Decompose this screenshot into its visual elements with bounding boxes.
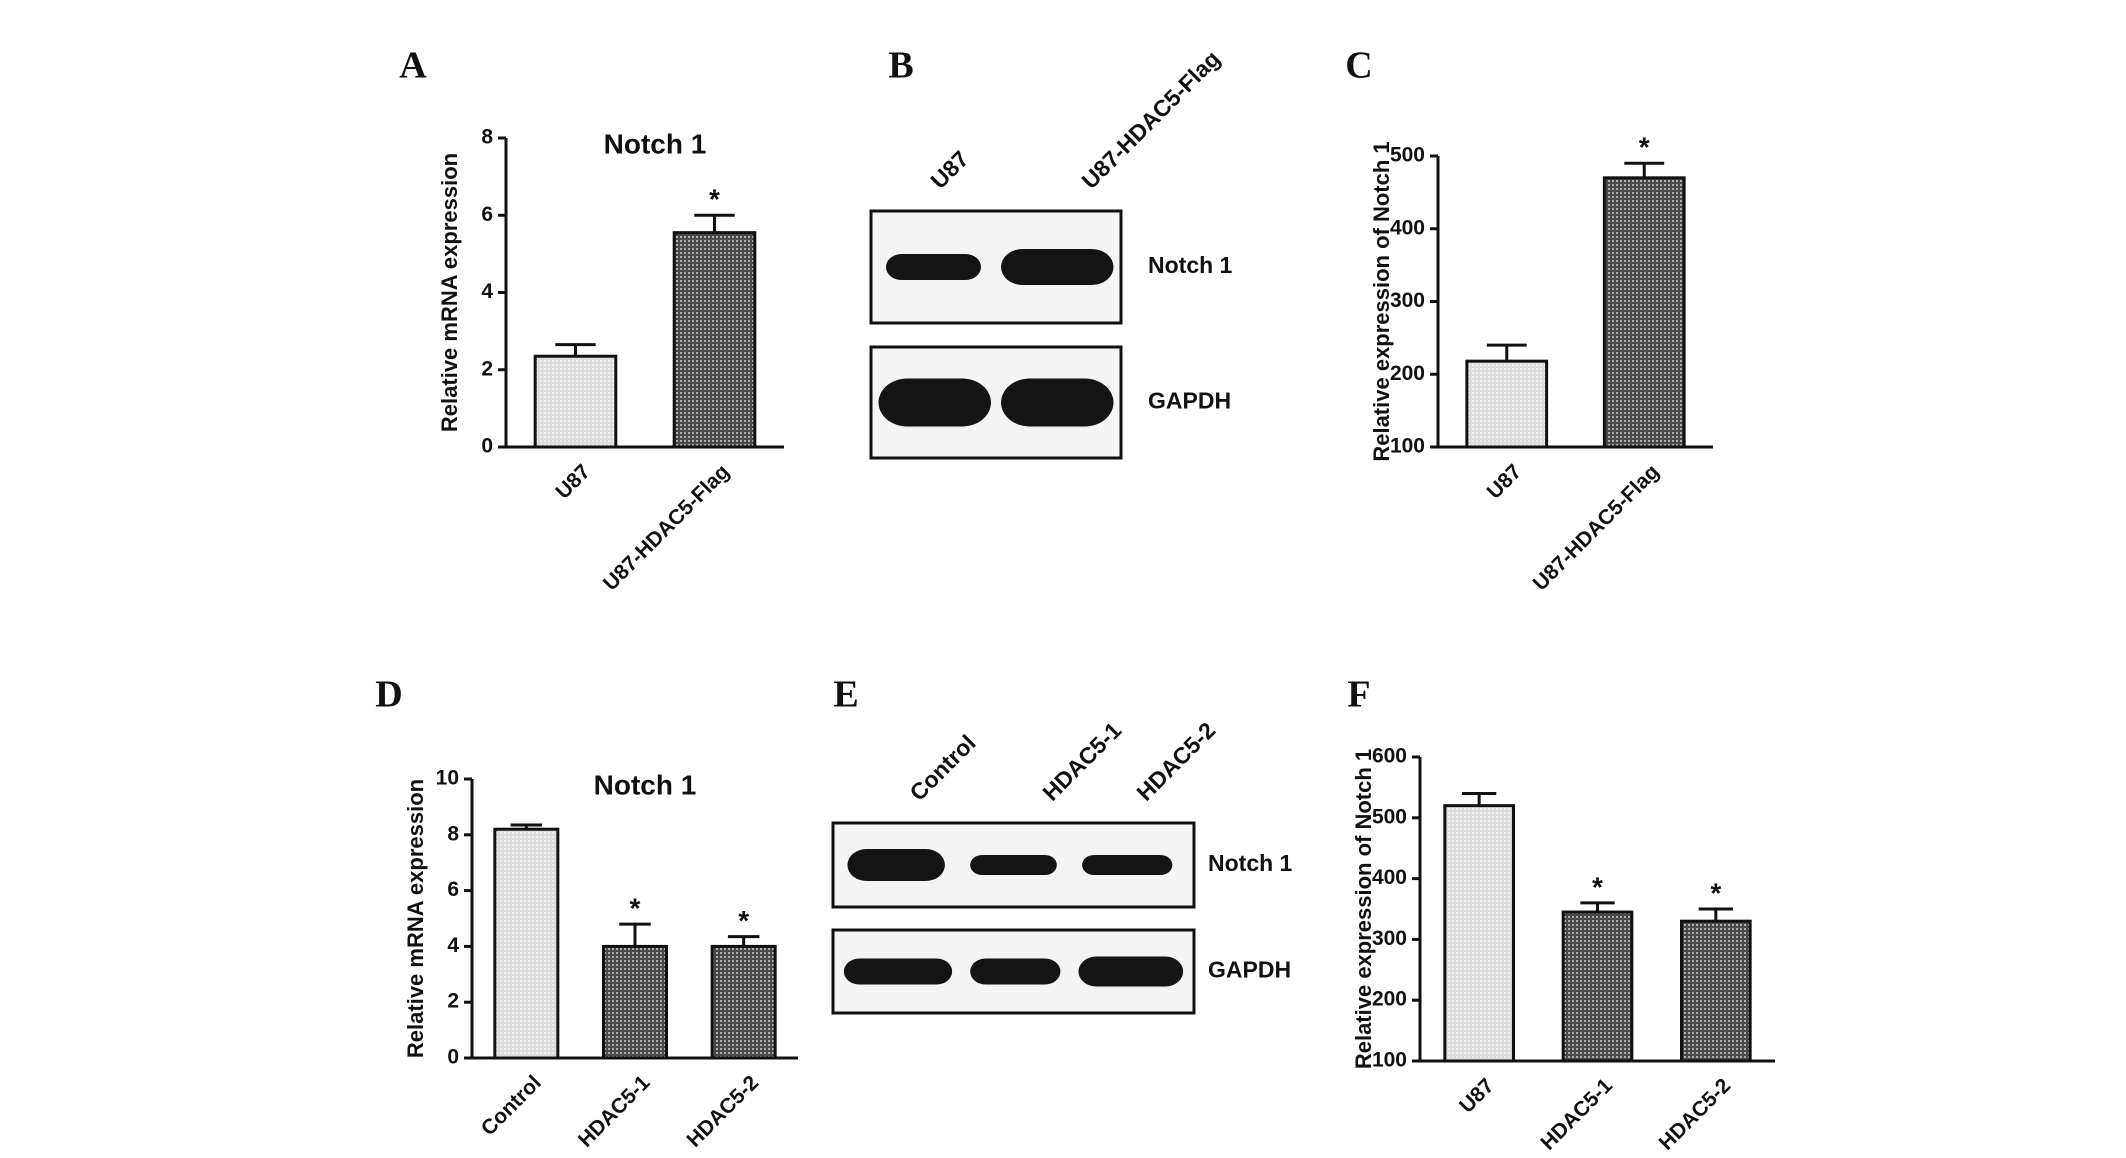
band [847, 849, 945, 881]
y-tick-label: 6 [481, 203, 493, 226]
bar [672, 231, 757, 449]
x-tick-label: HDAC5-2 [1655, 1074, 1736, 1155]
panel-letter: D [375, 674, 402, 716]
bar [493, 827, 560, 1060]
band [970, 855, 1057, 875]
y-axis-label: Relative mRNA expression [437, 153, 462, 432]
x-tick-label: HDAC5-1 [1536, 1074, 1617, 1155]
band [1001, 249, 1114, 285]
panel-letter: E [833, 674, 858, 716]
chart-title: Notch 1 [594, 769, 697, 800]
bar [533, 354, 618, 449]
bar [601, 944, 669, 1060]
y-tick-label: 0 [481, 435, 493, 458]
y-tick-label: 4 [481, 280, 493, 303]
y-tick-label: 6 [447, 878, 459, 901]
y-tick-label: 400 [1390, 216, 1425, 239]
y-tick-label: 500 [1372, 805, 1407, 828]
chart-title: Notch 1 [604, 128, 707, 159]
y-tick-label: 2 [481, 357, 493, 380]
x-tick-label: U87 [551, 460, 595, 504]
y-tick-label: 200 [1390, 362, 1425, 385]
x-tick-label: U87 [1455, 1074, 1499, 1118]
y-tick-label: 100 [1372, 1049, 1407, 1072]
panel-letter: C [1345, 45, 1372, 87]
x-tick-label: U87-HDAC5-Flag [1529, 460, 1664, 595]
blot-row-label: GAPDH [1208, 957, 1291, 983]
band [843, 958, 953, 985]
band [878, 378, 991, 427]
y-tick-label: 500 [1390, 144, 1425, 167]
y-tick-label: 200 [1372, 988, 1407, 1011]
blot-row-label: Notch 1 [1148, 252, 1233, 278]
band [886, 254, 981, 280]
y-tick-label: 2 [447, 990, 459, 1013]
x-tick-label: U87-HDAC5-Flag [599, 460, 734, 595]
x-tick-label: U87 [1483, 460, 1527, 504]
significance-mark: * [738, 905, 749, 936]
lane-label: U87 [925, 146, 973, 194]
y-tick-label: 300 [1390, 289, 1425, 312]
bar [1680, 919, 1752, 1063]
y-tick-label: 600 [1372, 745, 1407, 768]
y-tick-label: 8 [481, 126, 493, 149]
y-tick-label: 4 [447, 934, 459, 957]
y-tick-label: 10 [436, 767, 459, 790]
x-tick-label: HDAC5-1 [574, 1071, 655, 1152]
lane-label: HDAC5-1 [1037, 717, 1126, 806]
bar [710, 944, 777, 1060]
blot-row-label: Notch 1 [1208, 850, 1293, 876]
bar [1561, 910, 1634, 1063]
y-tick-label: 8 [447, 822, 459, 845]
y-axis-label: Relative expression of Notch 1 [1351, 749, 1376, 1069]
y-axis-label: Relative mRNA expression [403, 779, 428, 1058]
significance-mark: * [709, 184, 720, 215]
significance-mark: * [1710, 877, 1721, 908]
bar [1443, 804, 1515, 1063]
y-axis-label: Relative expression of Notch 1 [1369, 141, 1394, 461]
bar [1602, 176, 1686, 449]
panel-letter: A [399, 45, 427, 87]
y-tick-label: 0 [447, 1046, 459, 1069]
bar [1465, 359, 1549, 449]
band [1082, 855, 1173, 875]
panel-letter: F [1347, 674, 1370, 716]
band [970, 958, 1061, 985]
y-tick-label: 400 [1372, 866, 1407, 889]
band [1078, 956, 1184, 987]
y-tick-label: 300 [1372, 927, 1407, 950]
lane-label: Control [904, 730, 980, 806]
significance-mark: * [1592, 871, 1603, 902]
significance-mark: * [630, 892, 641, 923]
significance-mark: * [1639, 132, 1650, 163]
x-tick-label: Control [477, 1071, 546, 1140]
lane-label: U87-HDAC5-Flag [1076, 45, 1225, 194]
x-tick-label: HDAC5-2 [683, 1071, 764, 1152]
band [1001, 378, 1114, 427]
y-tick-label: 100 [1390, 435, 1425, 458]
lane-label: HDAC5-2 [1131, 717, 1220, 806]
panel-letter: B [888, 45, 913, 87]
blot-row-label: GAPDH [1148, 388, 1231, 414]
